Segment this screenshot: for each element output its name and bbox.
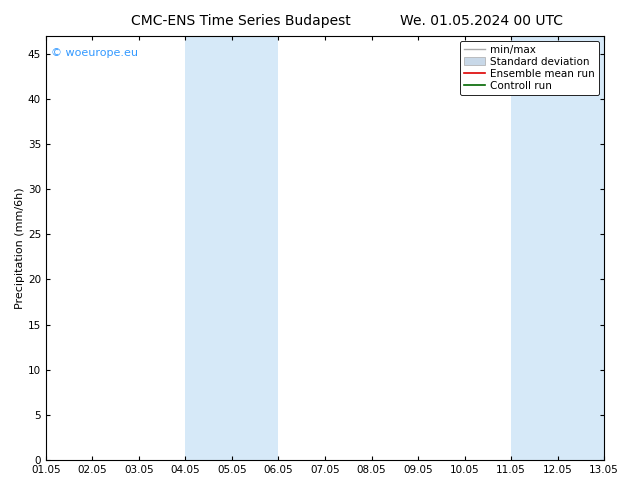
Text: CMC-ENS Time Series Budapest: CMC-ENS Time Series Budapest bbox=[131, 14, 351, 28]
Bar bbox=[186, 36, 278, 460]
Legend: min/max, Standard deviation, Ensemble mean run, Controll run: min/max, Standard deviation, Ensemble me… bbox=[460, 41, 599, 96]
Text: © woeurope.eu: © woeurope.eu bbox=[51, 49, 138, 58]
Bar bbox=[511, 36, 604, 460]
Text: We. 01.05.2024 00 UTC: We. 01.05.2024 00 UTC bbox=[400, 14, 564, 28]
Y-axis label: Precipitation (mm/6h): Precipitation (mm/6h) bbox=[15, 187, 25, 309]
